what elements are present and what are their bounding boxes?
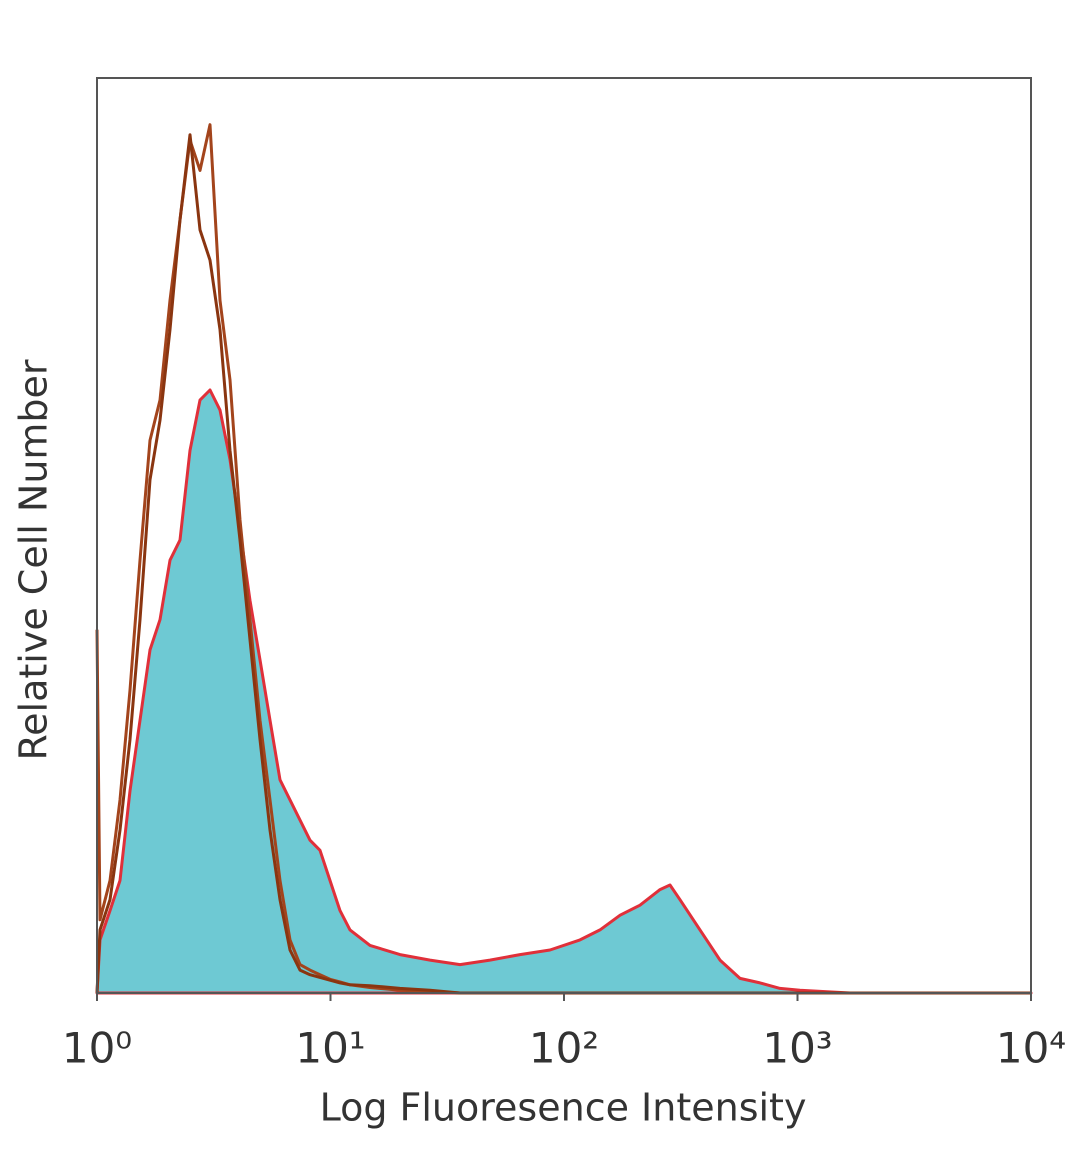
x-tick-label: 10³ [762,1024,832,1073]
x-tick-label: 10⁰ [62,1024,132,1073]
x-tick-label: 10⁴ [996,1024,1066,1073]
x-tick-label: 10² [529,1024,599,1073]
x-axis-label: Log Fluoresence Intensity [320,1086,807,1130]
y-axis-label: Relative Cell Number [12,359,56,760]
x-tick-label: 10¹ [295,1024,365,1073]
histogram-area [95,388,1033,995]
